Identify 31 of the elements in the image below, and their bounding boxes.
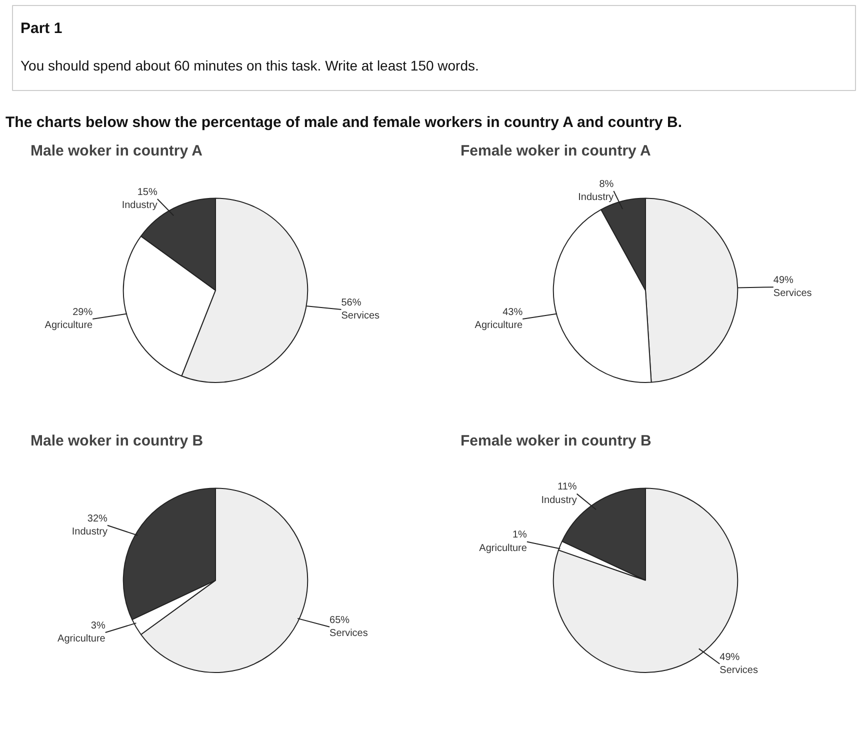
data-label: 32% <box>87 513 108 524</box>
slice-label: Services <box>341 310 380 322</box>
text: Part 1 <box>20 20 62 37</box>
data-label: 8% <box>599 178 614 190</box>
slice-label: Industry <box>72 526 108 538</box>
slice-label: Agriculture <box>474 320 524 332</box>
chart-title: Female woker in country B <box>460 432 652 450</box>
data-label: 11% <box>558 482 577 493</box>
slice-label: Industry <box>578 192 614 204</box>
slice-label: Services <box>773 288 812 300</box>
data-label: 1% <box>512 530 528 541</box>
slice-label: Agriculture <box>44 320 94 332</box>
data-label: 3% <box>90 620 106 632</box>
slice-label: Services <box>720 665 758 676</box>
text: You should spend about 60 minutes on this task. Write at least 150 words. <box>20 58 479 74</box>
slice-label: Industry <box>541 494 577 506</box>
data-label: 49% <box>773 275 794 286</box>
data-label: 56% <box>341 297 362 308</box>
data-label: 15% <box>137 186 158 198</box>
slice-label: Agriculture <box>58 634 106 645</box>
chart-title: Female woker in country A <box>460 142 651 160</box>
data-label: 65% <box>330 614 350 626</box>
slice-label: Agriculture <box>479 542 528 554</box>
data-label: 29% <box>72 306 93 318</box>
chart-title: Male woker in country B <box>30 432 204 450</box>
data-label: 43% <box>502 306 523 318</box>
chart-title: Male woker in country A <box>30 142 203 160</box>
data-label: 49% <box>720 652 740 663</box>
slice-label: Services <box>330 628 368 639</box>
slice-label: Industry <box>122 200 158 212</box>
text: The charts below show the percentage of male and female workers in country A and country B. <box>6 114 682 131</box>
